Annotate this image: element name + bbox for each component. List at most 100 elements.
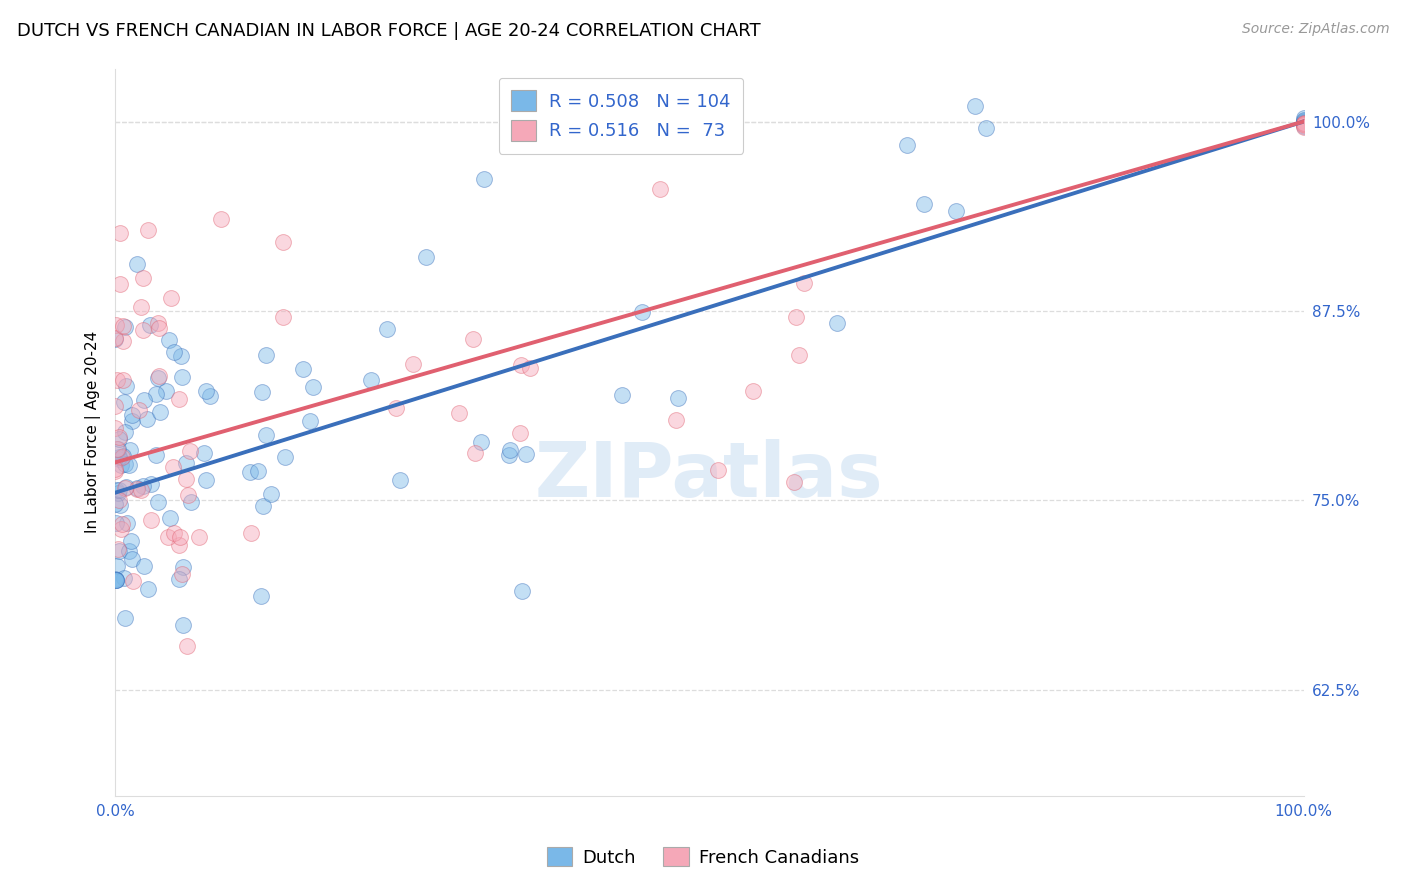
Y-axis label: In Labor Force | Age 20-24: In Labor Force | Age 20-24 (86, 331, 101, 533)
Point (200, 389, 222, 403)
Point (472, 171, 495, 186)
Point (120, 534, 142, 549)
Point (648, 182, 671, 196)
Point (254, 348, 277, 362)
Point (114, 320, 136, 334)
Point (162, 459, 184, 474)
Point (1292, 117, 1315, 131)
Point (515, 446, 537, 460)
Point (117, 458, 139, 472)
Point (105, 558, 128, 573)
Point (1292, 118, 1315, 132)
Point (965, 99, 987, 113)
Point (375, 321, 398, 335)
Point (783, 475, 806, 489)
Point (170, 369, 193, 384)
Point (157, 334, 180, 348)
Point (388, 473, 411, 487)
Point (107, 442, 129, 457)
Point (104, 399, 127, 413)
Point (1292, 111, 1315, 125)
Point (188, 530, 211, 544)
Point (167, 538, 190, 552)
Point (271, 235, 294, 250)
Point (167, 572, 190, 586)
Point (110, 226, 132, 240)
Point (108, 493, 131, 508)
Point (129, 483, 152, 498)
Legend: R = 0.508   N = 104, R = 0.516   N =  73: R = 0.508 N = 104, R = 0.516 N = 73 (499, 78, 744, 153)
Point (665, 413, 688, 427)
Point (127, 257, 149, 271)
Point (114, 395, 136, 409)
Point (121, 408, 143, 422)
Text: Source: ZipAtlas.com: Source: ZipAtlas.com (1241, 22, 1389, 37)
Point (510, 583, 533, 598)
Point (302, 380, 325, 394)
Point (131, 300, 153, 314)
Point (247, 464, 270, 478)
Point (132, 323, 155, 337)
Point (111, 318, 134, 333)
Point (631, 305, 654, 319)
Point (104, 573, 127, 587)
Point (115, 379, 138, 393)
Point (177, 488, 200, 502)
Point (1292, 114, 1315, 128)
Point (138, 582, 160, 596)
Point (159, 511, 181, 525)
Point (107, 542, 129, 557)
Point (108, 430, 131, 444)
Point (565, 110, 588, 124)
Point (131, 479, 153, 493)
Point (108, 543, 131, 558)
Point (498, 449, 520, 463)
Point (447, 406, 470, 420)
Point (239, 465, 262, 479)
Point (172, 559, 194, 574)
Point (742, 384, 765, 398)
Point (250, 590, 273, 604)
Point (360, 373, 382, 387)
Point (194, 473, 217, 487)
Point (115, 516, 138, 530)
Point (1292, 117, 1315, 131)
Point (1292, 116, 1315, 130)
Point (139, 476, 162, 491)
Point (149, 405, 172, 419)
Point (1292, 117, 1315, 131)
Point (104, 497, 127, 511)
Point (117, 544, 139, 558)
Point (160, 292, 183, 306)
Point (104, 318, 127, 333)
Point (292, 362, 315, 376)
Point (104, 462, 127, 476)
Point (108, 451, 131, 466)
Point (115, 480, 138, 494)
Point (169, 530, 191, 544)
Point (104, 331, 127, 345)
Point (1292, 116, 1315, 130)
Point (499, 442, 522, 457)
Point (163, 344, 186, 359)
Point (136, 222, 159, 236)
Point (510, 359, 533, 373)
Point (114, 425, 136, 439)
Point (271, 310, 294, 325)
Point (104, 573, 127, 587)
Point (146, 495, 169, 509)
Point (104, 332, 127, 346)
Point (108, 432, 131, 446)
Point (1292, 116, 1315, 130)
Point (104, 573, 127, 587)
Point (110, 458, 132, 472)
Point (402, 357, 425, 371)
Point (107, 483, 129, 498)
Point (145, 386, 167, 401)
Point (118, 443, 141, 458)
Point (139, 318, 162, 333)
Point (141, 513, 163, 527)
Point (110, 523, 132, 537)
Point (974, 121, 997, 136)
Point (1292, 117, 1315, 131)
